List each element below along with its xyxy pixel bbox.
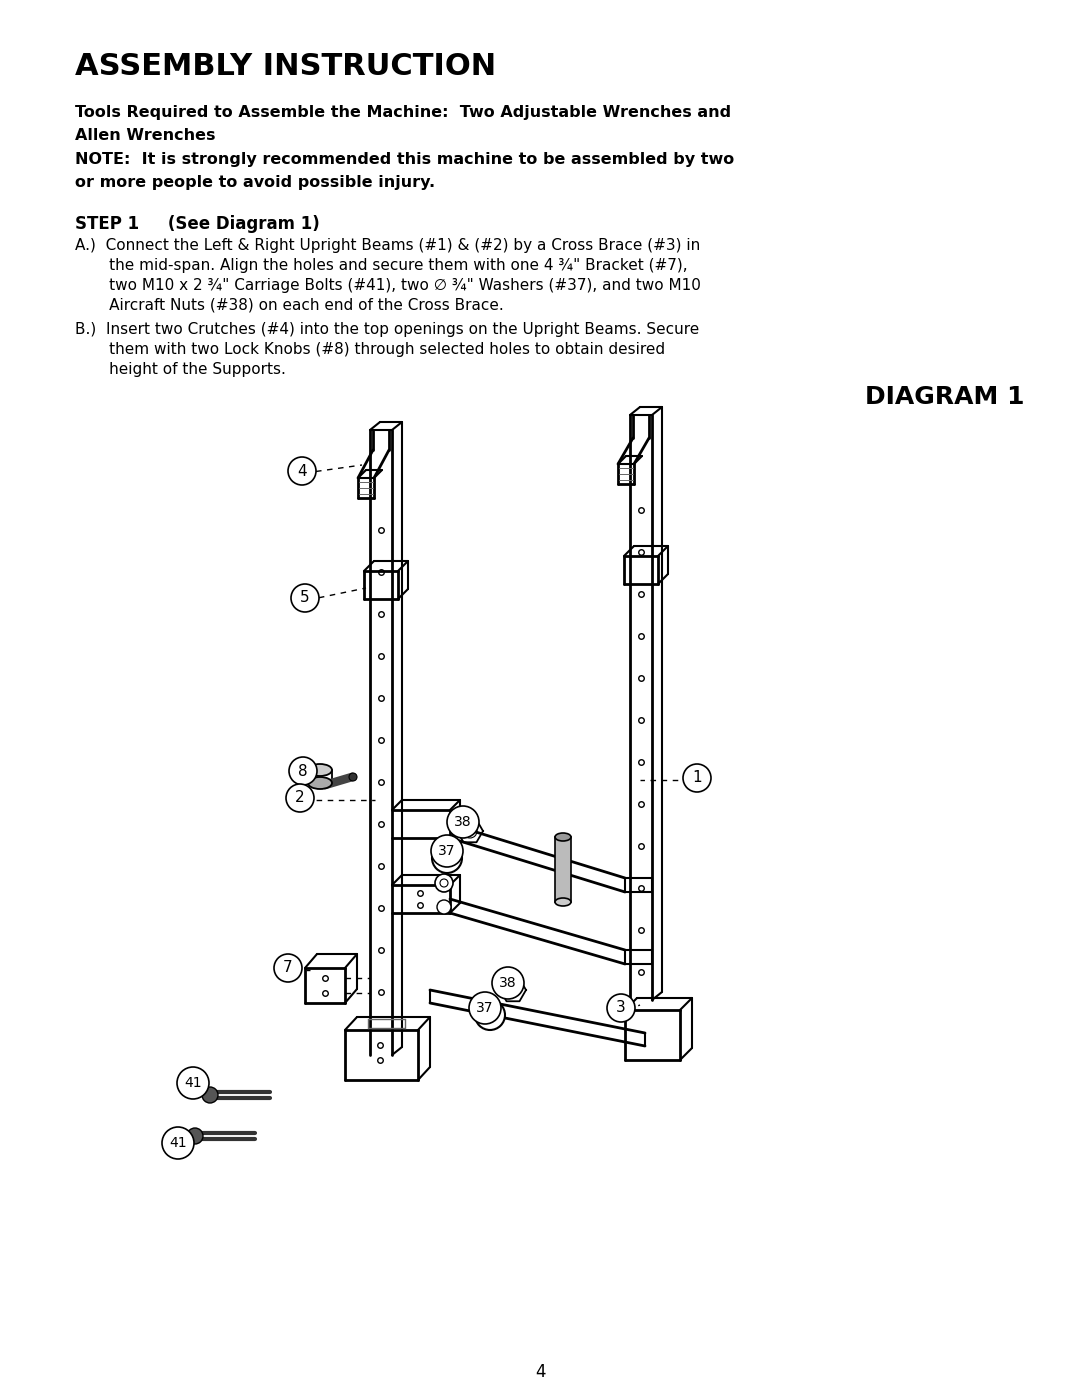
Circle shape — [492, 967, 524, 999]
Circle shape — [469, 992, 501, 1024]
Text: 37: 37 — [476, 1002, 494, 1016]
Circle shape — [291, 584, 319, 612]
Circle shape — [286, 784, 314, 812]
Circle shape — [432, 842, 462, 873]
Circle shape — [349, 773, 357, 781]
Text: 7: 7 — [283, 961, 293, 975]
Text: or more people to avoid possible injury.: or more people to avoid possible injury. — [75, 175, 435, 190]
Circle shape — [289, 757, 318, 785]
Ellipse shape — [555, 833, 571, 841]
Text: NOTE:  It is strongly recommended this machine to be assembled by two: NOTE: It is strongly recommended this ma… — [75, 152, 734, 168]
Circle shape — [274, 954, 302, 982]
Text: height of the Supports.: height of the Supports. — [75, 362, 286, 377]
Text: 38: 38 — [455, 814, 472, 828]
Text: 5: 5 — [300, 591, 310, 605]
Ellipse shape — [308, 777, 332, 789]
Circle shape — [177, 1067, 210, 1099]
Text: 4: 4 — [535, 1363, 545, 1382]
Ellipse shape — [308, 764, 332, 775]
Circle shape — [607, 995, 635, 1023]
Text: 38: 38 — [499, 977, 517, 990]
Circle shape — [447, 806, 480, 838]
Text: 41: 41 — [185, 1076, 202, 1090]
Circle shape — [683, 764, 711, 792]
Text: DIAGRAM 1: DIAGRAM 1 — [865, 386, 1025, 409]
Ellipse shape — [555, 898, 571, 907]
Circle shape — [437, 900, 451, 914]
Text: 41: 41 — [170, 1136, 187, 1150]
Text: 1: 1 — [692, 771, 702, 785]
Text: 37: 37 — [438, 844, 456, 858]
Circle shape — [475, 1000, 505, 1030]
Text: 3: 3 — [616, 1000, 626, 1016]
Text: the mid-span. Align the holes and secure them with one 4 ¾" Bracket (#7),: the mid-span. Align the holes and secure… — [75, 258, 688, 272]
Circle shape — [431, 835, 463, 868]
Text: 4: 4 — [297, 464, 307, 479]
Text: B.)  Insert two Crutches (#4) into the top openings on the Upright Beams. Secure: B.) Insert two Crutches (#4) into the to… — [75, 321, 699, 337]
Circle shape — [202, 1087, 218, 1104]
Circle shape — [162, 1127, 194, 1160]
Text: them with two Lock Knobs (#8) through selected holes to obtain desired: them with two Lock Knobs (#8) through se… — [75, 342, 665, 358]
Text: 2: 2 — [295, 791, 305, 806]
Text: 8: 8 — [298, 764, 308, 778]
Text: Allen Wrenches: Allen Wrenches — [75, 129, 216, 142]
Text: Tools Required to Assemble the Machine:  Two Adjustable Wrenches and: Tools Required to Assemble the Machine: … — [75, 105, 731, 120]
Circle shape — [187, 1127, 203, 1144]
FancyBboxPatch shape — [555, 837, 571, 902]
Text: two M10 x 2 ¾" Carriage Bolts (#41), two ∅ ¾" Washers (#37), and two M10: two M10 x 2 ¾" Carriage Bolts (#41), two… — [75, 278, 701, 293]
Text: A.)  Connect the Left & Right Upright Beams (#1) & (#2) by a Cross Brace (#3) in: A.) Connect the Left & Right Upright Bea… — [75, 237, 700, 253]
Text: ASSEMBLY INSTRUCTION: ASSEMBLY INSTRUCTION — [75, 52, 496, 81]
Text: STEP 1     (See Diagram 1): STEP 1 (See Diagram 1) — [75, 215, 320, 233]
Circle shape — [288, 457, 316, 485]
Text: Aircraft Nuts (#38) on each end of the Cross Brace.: Aircraft Nuts (#38) on each end of the C… — [75, 298, 503, 313]
Circle shape — [435, 875, 453, 893]
